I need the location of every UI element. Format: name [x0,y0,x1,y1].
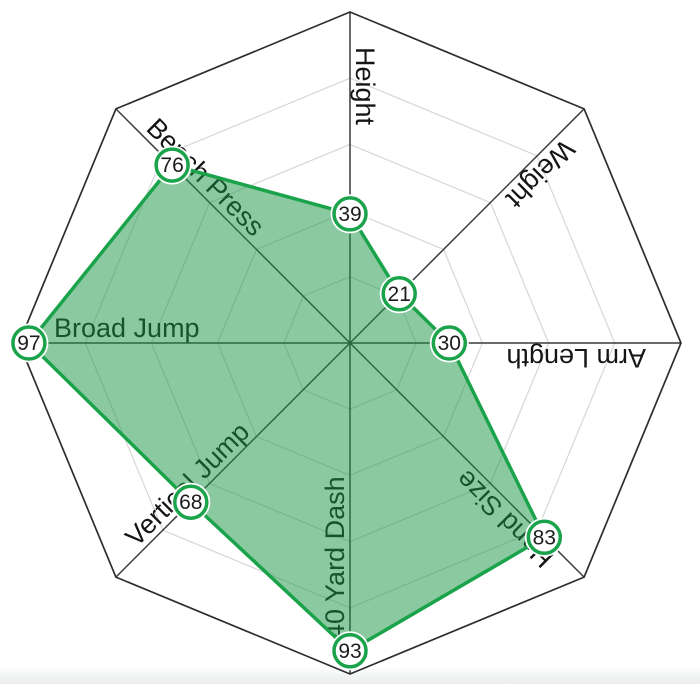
outer-octagon [18,11,682,675]
axis-label: Height [350,47,380,126]
value-marker [332,196,368,232]
value-marker-label: 76 [160,154,183,177]
value-marker [173,484,209,520]
value-marker [11,325,47,361]
value-marker-label: 83 [533,526,556,549]
data-polygon [27,163,547,653]
value-marker-label: 30 [438,332,461,355]
value-marker [431,325,468,361]
value-marker [332,633,368,669]
value-marker [154,147,190,183]
axis-label: Arm Length [506,343,646,373]
value-marker [526,519,563,556]
value-marker [381,276,417,312]
value-marker-label: 97 [17,332,40,355]
value-marker-label: 39 [338,203,361,226]
value-marker-label: 21 [388,283,411,306]
value-marker-label: 68 [179,491,202,514]
page-bottom-edge [0,668,700,684]
value-marker-label: 93 [338,640,361,663]
